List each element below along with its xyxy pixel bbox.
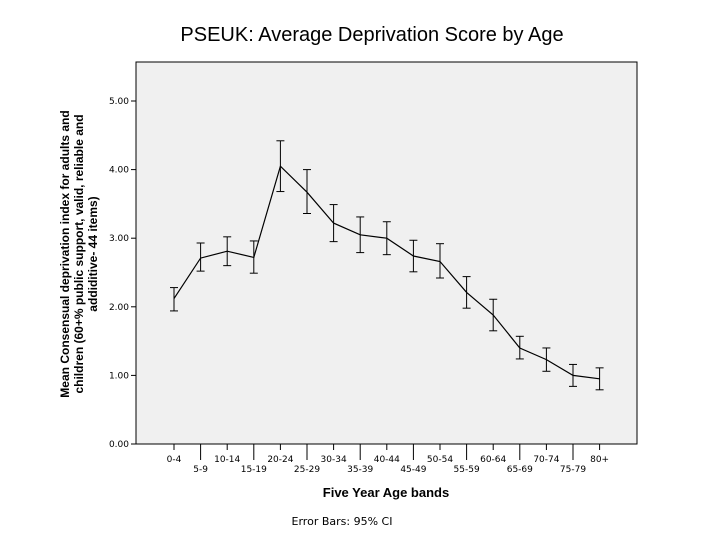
series-line [173,165,600,380]
x-tick-label: 10-14 [214,455,240,465]
y-axis-label: Mean Consensual deprivation index for ad… [58,110,100,397]
y-axis-label-line-1: Mean Consensual deprivation index for ad… [58,110,72,397]
x-tick-label: 75-79 [560,465,586,475]
x-tick-label: 70-74 [533,455,559,465]
x-axis-label: Five Year Age bands [323,485,449,500]
x-tick-label: 55-59 [454,465,480,475]
y-axis-label-line-3: addiditive- 44 items) [86,196,100,311]
x-tick-label: 15-19 [241,465,267,475]
x-tick-label: 25-29 [294,465,320,475]
y-tick-label: 0.00 [109,440,129,450]
y-tick-label: 3.00 [109,234,129,244]
y-tick-label: 5.00 [109,97,129,107]
x-tick-label: 45-49 [400,465,426,475]
y-tick-label: 4.00 [109,166,129,176]
y-tick-label: 1.00 [109,371,129,381]
x-tick-label: 40-44 [374,455,400,465]
chart-title: PSEUK: Average Deprivation Score by Age [180,24,563,46]
x-tick-label: 5-9 [193,465,208,475]
x-tick-label: 35-39 [347,465,373,475]
x-ticks: 0-4 5-9 10-1415-1920-2425-2930-3435-3940-4… [167,444,609,475]
x-tick-label: 60-64 [480,455,506,465]
footnote: Error Bars: 95% CI [292,515,393,528]
y-tick-label: 2.00 [109,303,129,313]
y-ticks: 0.00 1.00 2.00 3.00 4.00 5.00 [109,97,136,450]
y-axis-label-line-2: children (60+% public support, valid, re… [72,114,86,393]
x-tick-label: 30-34 [321,455,347,465]
x-tick-label: 50-54 [427,455,453,465]
x-tick-label: 80+ [590,455,609,465]
x-tick-label: 20-24 [267,455,293,465]
x-tick-label: 0-4 [167,455,182,465]
x-tick-label: 65-69 [507,465,533,475]
